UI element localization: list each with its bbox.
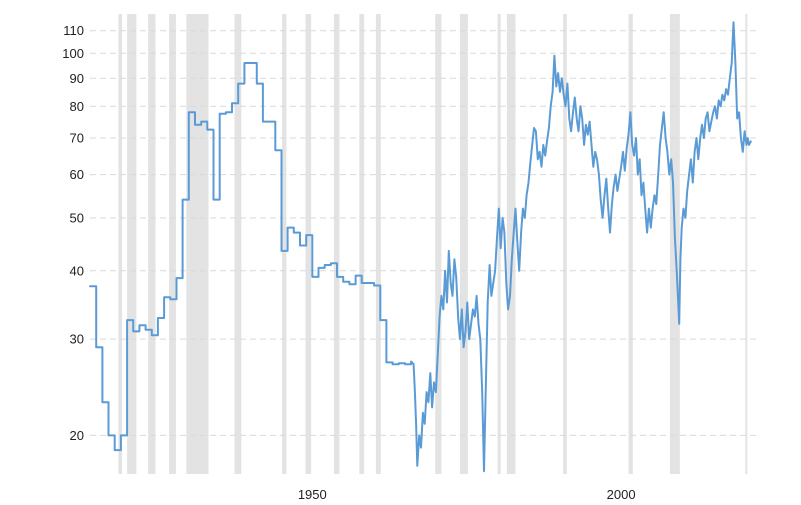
recession-band xyxy=(745,14,748,474)
recession-band xyxy=(435,14,442,474)
recession-band xyxy=(148,14,156,474)
y-tick-label: 60 xyxy=(70,167,84,182)
y-grid xyxy=(90,30,757,436)
recession-band xyxy=(186,14,209,474)
x-tick-label: 2000 xyxy=(607,487,636,502)
recession-band xyxy=(375,14,381,474)
y-tick-label: 40 xyxy=(70,263,84,278)
recession-band xyxy=(305,14,312,474)
recession-band xyxy=(282,14,287,474)
recession-band xyxy=(127,14,137,474)
recession-band xyxy=(628,14,633,474)
recession-band xyxy=(459,14,468,474)
recession-band xyxy=(497,14,501,474)
y-tick-label: 100 xyxy=(62,46,84,61)
y-tick-label: 80 xyxy=(70,99,84,114)
y-axis-labels: 20 30 40 50 60 70 80 90 100 110 xyxy=(62,23,84,443)
recession-band xyxy=(333,14,340,474)
x-tick-label: 1950 xyxy=(298,487,327,502)
recession-band xyxy=(506,14,516,474)
recession-band xyxy=(359,14,365,474)
y-tick-label: 20 xyxy=(70,428,84,443)
y-tick-label: 110 xyxy=(63,23,84,38)
y-tick-label: 90 xyxy=(70,71,84,86)
y-tick-label: 50 xyxy=(70,210,84,225)
recession-band xyxy=(234,14,242,474)
recession-band xyxy=(118,14,123,474)
recession-band xyxy=(169,14,176,474)
x-axis-labels: 1950 2000 xyxy=(298,487,636,502)
y-tick-label: 30 xyxy=(70,332,84,347)
series-line xyxy=(89,21,752,473)
recession-band xyxy=(563,14,567,474)
y-tick-label: 70 xyxy=(70,131,84,146)
recession-bands xyxy=(118,14,748,474)
